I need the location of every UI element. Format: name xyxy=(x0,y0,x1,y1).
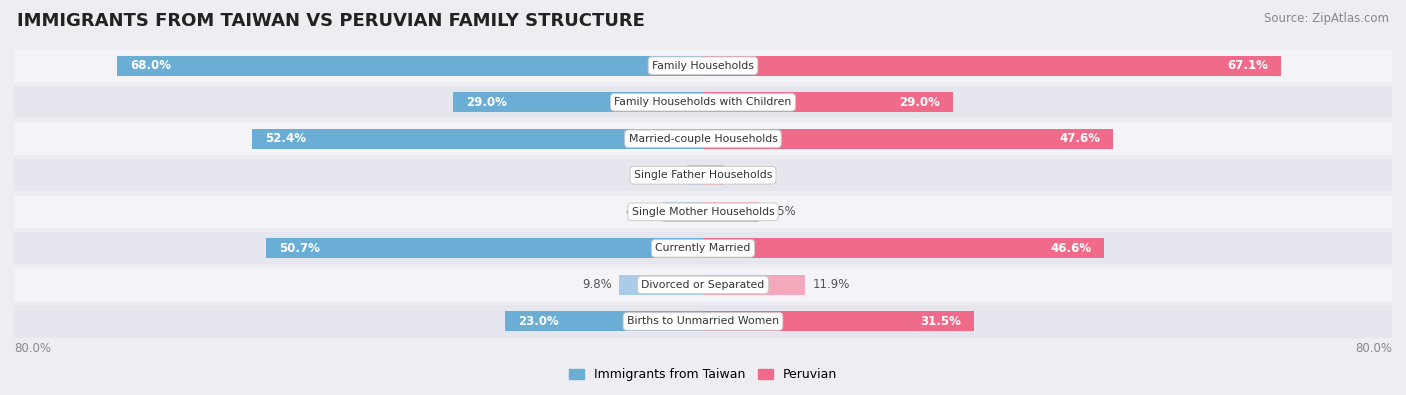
Bar xyxy=(703,92,953,112)
Bar xyxy=(703,56,1281,75)
Text: 2.4%: 2.4% xyxy=(731,169,761,182)
Bar xyxy=(703,166,724,185)
Bar xyxy=(703,275,806,295)
Text: IMMIGRANTS FROM TAIWAN VS PERUVIAN FAMILY STRUCTURE: IMMIGRANTS FROM TAIWAN VS PERUVIAN FAMIL… xyxy=(17,12,645,30)
Bar xyxy=(703,239,1104,258)
Bar xyxy=(14,305,1392,337)
Bar xyxy=(703,202,759,222)
Text: Family Households with Children: Family Households with Children xyxy=(614,97,792,107)
Bar xyxy=(703,312,974,331)
Bar xyxy=(14,232,1392,264)
Text: 31.5%: 31.5% xyxy=(921,315,962,328)
Text: Births to Unmarried Women: Births to Unmarried Women xyxy=(627,316,779,326)
Text: Currently Married: Currently Married xyxy=(655,243,751,253)
Text: 80.0%: 80.0% xyxy=(1355,342,1392,355)
Text: 11.9%: 11.9% xyxy=(813,278,849,292)
Text: 1.8%: 1.8% xyxy=(651,169,681,182)
Text: 68.0%: 68.0% xyxy=(131,59,172,72)
Bar xyxy=(14,50,1392,82)
Bar xyxy=(453,92,703,112)
Text: 67.1%: 67.1% xyxy=(1227,59,1268,72)
Bar xyxy=(266,239,703,258)
Bar xyxy=(14,196,1392,228)
Text: 80.0%: 80.0% xyxy=(14,342,51,355)
Text: 50.7%: 50.7% xyxy=(280,242,321,255)
Text: 29.0%: 29.0% xyxy=(898,96,939,109)
Text: Single Father Households: Single Father Households xyxy=(634,170,772,180)
Text: 4.7%: 4.7% xyxy=(626,205,655,218)
Text: 6.5%: 6.5% xyxy=(766,205,796,218)
Text: Family Households: Family Households xyxy=(652,61,754,71)
Bar xyxy=(14,123,1392,155)
Text: Single Mother Households: Single Mother Households xyxy=(631,207,775,217)
Text: Married-couple Households: Married-couple Households xyxy=(628,134,778,144)
Text: Divorced or Separated: Divorced or Separated xyxy=(641,280,765,290)
Text: 29.0%: 29.0% xyxy=(467,96,508,109)
Bar xyxy=(619,275,703,295)
Text: 47.6%: 47.6% xyxy=(1059,132,1099,145)
Text: Source: ZipAtlas.com: Source: ZipAtlas.com xyxy=(1264,12,1389,25)
Text: 23.0%: 23.0% xyxy=(517,315,558,328)
Bar xyxy=(688,166,703,185)
Text: 46.6%: 46.6% xyxy=(1050,242,1091,255)
Bar xyxy=(662,202,703,222)
Text: 52.4%: 52.4% xyxy=(264,132,305,145)
Legend: Immigrants from Taiwan, Peruvian: Immigrants from Taiwan, Peruvian xyxy=(564,363,842,386)
Bar xyxy=(703,129,1114,149)
Bar xyxy=(14,269,1392,301)
Bar xyxy=(14,86,1392,118)
Bar xyxy=(252,129,703,149)
Bar xyxy=(505,312,703,331)
Bar xyxy=(117,56,703,75)
Text: 9.8%: 9.8% xyxy=(582,278,612,292)
Bar xyxy=(14,159,1392,191)
